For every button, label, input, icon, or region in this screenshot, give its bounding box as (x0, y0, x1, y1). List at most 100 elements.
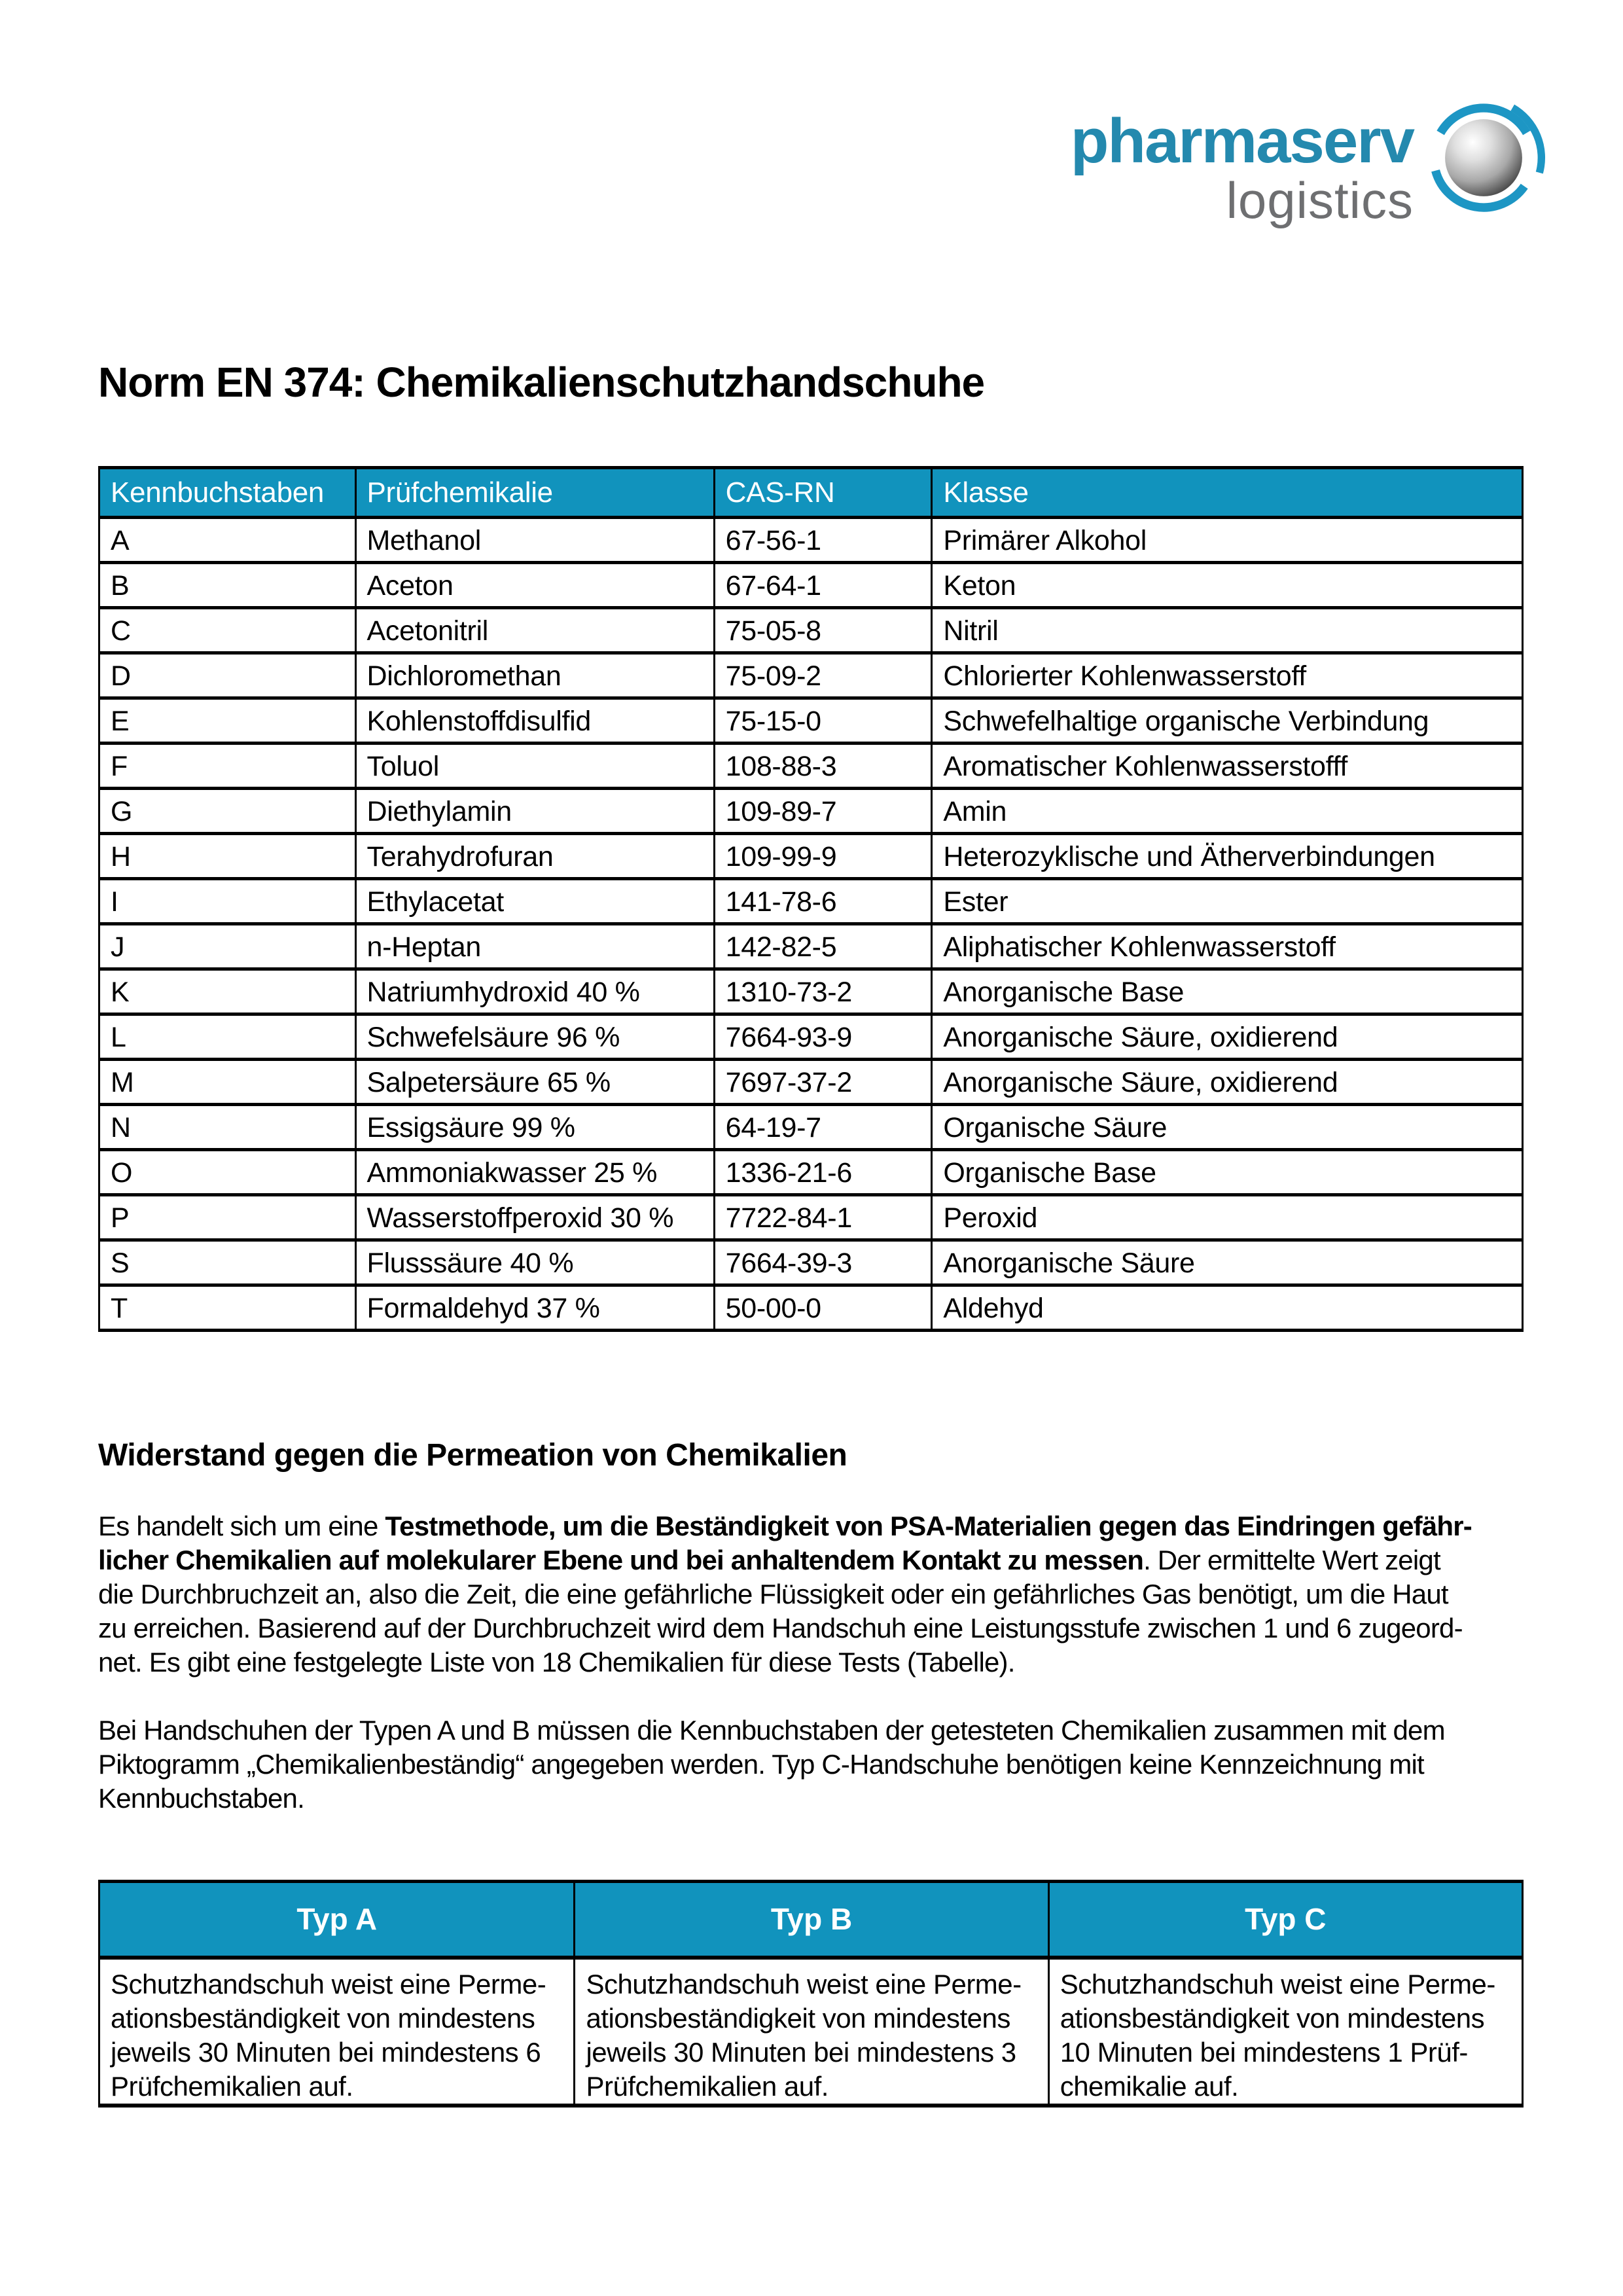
cell-letter: I (98, 877, 357, 925)
col-header-typ-a: Typ A (98, 1880, 576, 1960)
cell-chemical: Flusssäure 40 % (354, 1238, 715, 1287)
cell-chemical: Wasserstoffperoxid 30 % (354, 1193, 715, 1242)
cell-letter: P (98, 1193, 357, 1242)
cell-chemical: Salpetersäure 65 % (354, 1058, 715, 1106)
paragraph-permeation-test: Es handelt sich um eine Testmethode, um … (98, 1509, 1623, 1679)
cell-chemical: Ethylacetat (354, 877, 715, 925)
table-row: K Natriumhydroxid 40 % 1310-73-2 Anorganisc… (98, 967, 1524, 1016)
paragraph-text: Es handelt sich um eine (98, 1511, 385, 1541)
cell-cas: 75-05-8 (713, 606, 933, 655)
cell-letter: F (98, 742, 357, 790)
cell-chemical: Dichloromethan (354, 651, 715, 700)
paragraph-marking-rules: Bei Handschuhen der Typen A und B müssen… (98, 1715, 1446, 1814)
cell-class: Primärer Alkohol (931, 516, 1524, 564)
cell-cas: 1336-21-6 (713, 1148, 933, 1196)
cell-cas: 1310-73-2 (713, 967, 933, 1016)
cell-class: Aromatischer Kohlenwasserstofff (931, 742, 1524, 790)
table-row: T Formaldehyd 37 % 50-00-0 Aldehyd (98, 1283, 1524, 1332)
cell-letter: B (98, 561, 357, 609)
cell-chemical: Essigsäure 99 % (354, 1103, 715, 1151)
cell-letter: C (98, 606, 357, 655)
cell-letter: M (98, 1058, 357, 1106)
table-header-row: Typ A Typ B Typ C (98, 1880, 1524, 1960)
table-row: G Diethylamin 109-89-7 Amin (98, 787, 1524, 835)
cell-cas: 67-64-1 (713, 561, 933, 609)
paragraph-bold-text: Testmethode, um die Beständigkeit von PS… (98, 1511, 1472, 1575)
cell-cas: 50-00-0 (713, 1283, 933, 1332)
table-row: B Aceton 67-64-1 Keton (98, 561, 1524, 609)
table-row: S Flusssäure 40 % 7664-39-3 Anorganische Sä… (98, 1238, 1524, 1287)
cell-typ-c-description: Schutzhandschuh weist eine Perme- ations… (1047, 1956, 1524, 2108)
table-row: I Ethylacetat 141-78-6 Ester (98, 877, 1524, 925)
cell-letter: D (98, 651, 357, 700)
company-logo: pharmaserv logistics (1054, 103, 1546, 229)
cell-class: Schwefelhaltige organische Verbindung (931, 696, 1524, 745)
table-header-row: Kennbuchstaben Prüfchemikalie CAS-RN Kla… (98, 466, 1524, 519)
table-row: C Acetonitril 75-05-8 Nitril (98, 606, 1524, 655)
col-header-pruefchemikalie: Prüfchemikalie (354, 466, 715, 519)
col-header-typ-b: Typ B (573, 1880, 1050, 1960)
col-header-typ-c: Typ C (1047, 1880, 1524, 1960)
cell-cas: 142-82-5 (713, 922, 933, 971)
table-row: D Dichloromethan 75-09-2 Chlorierter Kohlen… (98, 651, 1524, 700)
logo-sub-text: logistics (1226, 171, 1414, 229)
cell-chemical: Toluol (354, 742, 715, 790)
cell-typ-a-description: Schutzhandschuh weist eine Perme- ations… (98, 1956, 576, 2108)
cell-chemical: Kohlenstoffdisulfid (354, 696, 715, 745)
cell-letter: J (98, 922, 357, 971)
table-row: Schutzhandschuh weist eine Perme- ations… (98, 1956, 1524, 2108)
cell-class: Anorganische Base (931, 967, 1524, 1016)
table-row: E Kohlenstoffdisulfid 75-15-0 Schwefelhalti… (98, 696, 1524, 745)
cell-letter: K (98, 967, 357, 1016)
cell-chemical: n-Heptan (354, 922, 715, 971)
cell-cas: 67-56-1 (713, 516, 933, 564)
cell-class: Amin (931, 787, 1524, 835)
cell-letter: A (98, 516, 357, 564)
page-title: Norm EN 374: Chemikalienschutzhandschuhe (98, 359, 985, 406)
section-heading: Widerstand gegen die Permeation von Chem… (98, 1438, 847, 1473)
cell-class: Peroxid (931, 1193, 1524, 1242)
cell-class: Anorganische Säure, oxidierend (931, 1058, 1524, 1106)
cell-cas: 7664-39-3 (713, 1238, 933, 1287)
cell-typ-b-description: Schutzhandschuh weist eine Perme- ations… (573, 1956, 1050, 2108)
cell-cas: 7697-37-2 (713, 1058, 933, 1106)
cell-class: Ester (931, 877, 1524, 925)
table-row: H Terahydrofuran 109-99-9 Heterozyklische u… (98, 832, 1524, 880)
cell-letter: O (98, 1148, 357, 1196)
cell-cas: 109-99-9 (713, 832, 933, 880)
cell-chemical: Terahydrofuran (354, 832, 715, 880)
table-row: N Essigsäure 99 % 64-19-7 Organische Säure (98, 1103, 1524, 1151)
cell-letter: T (98, 1283, 357, 1332)
table-row: O Ammoniakwasser 25 % 1336-21-6 Organische … (98, 1148, 1524, 1196)
cell-chemical: Ammoniakwasser 25 % (354, 1148, 715, 1196)
cell-class: Organische Base (931, 1148, 1524, 1196)
paragraph-text: . Der ermittelte Wert zeigt die Durchbru… (98, 1545, 1463, 1677)
cell-cas: 141-78-6 (713, 877, 933, 925)
cell-chemical: Aceton (354, 561, 715, 609)
cell-chemical: Acetonitril (354, 606, 715, 655)
cell-class: Anorganische Säure, oxidierend (931, 1013, 1524, 1061)
cell-class: Heterozyklische und Ätherverbindungen (931, 832, 1524, 880)
cell-chemical: Methanol (354, 516, 715, 564)
cell-class: Anorganische Säure (931, 1238, 1524, 1287)
cell-cas: 7664-93-9 (713, 1013, 933, 1061)
table-row: L Schwefelsäure 96 % 7664-93-9 Anorganische… (98, 1013, 1524, 1061)
cell-class: Keton (931, 561, 1524, 609)
cell-class: Aldehyd (931, 1283, 1524, 1332)
cell-letter: G (98, 787, 357, 835)
cell-class: Aliphatischer Kohlenwasserstoff (931, 922, 1524, 971)
col-header-kennbuchstaben: Kennbuchstaben (98, 466, 357, 519)
cell-cas: 75-09-2 (713, 651, 933, 700)
cell-letter: L (98, 1013, 357, 1061)
globe-icon (1421, 96, 1546, 220)
cell-class: Nitril (931, 606, 1524, 655)
glove-types-table: Typ A Typ B Typ C Schutzhandschuh weist … (98, 1880, 1524, 2108)
cell-cas: 7722-84-1 (713, 1193, 933, 1242)
cell-chemical: Schwefelsäure 96 % (354, 1013, 715, 1061)
chemicals-table: Kennbuchstaben Prüfchemikalie CAS-RN Kla… (98, 466, 1524, 1332)
table-row: P Wasserstoffperoxid 30 % 7722-84-1 Peroxid (98, 1193, 1524, 1242)
cell-cas: 75-15-0 (713, 696, 933, 745)
cell-letter: N (98, 1103, 357, 1151)
